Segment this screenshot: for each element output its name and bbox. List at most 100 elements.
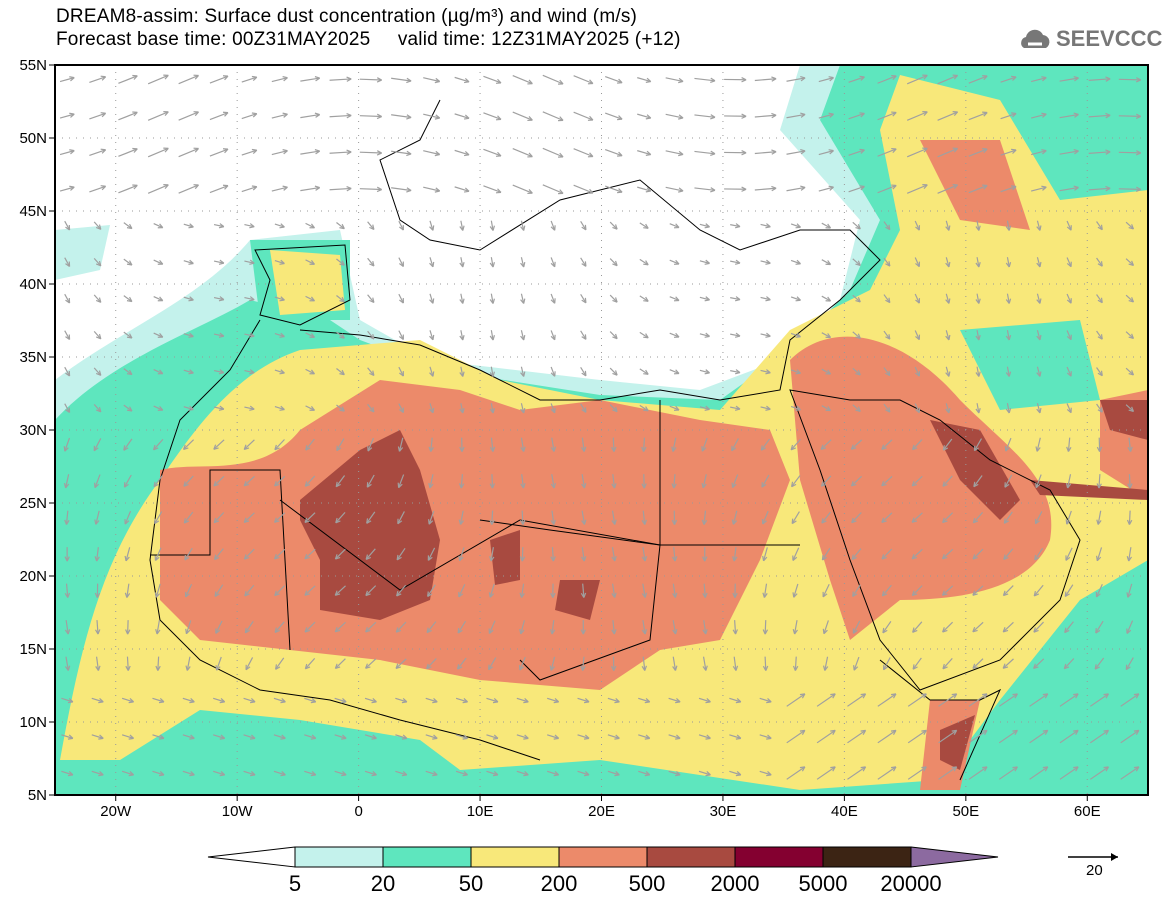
wind-arrow [334, 585, 346, 596]
wind-arrow [359, 188, 382, 191]
wind-arrow [367, 403, 375, 413]
wind-arrow [398, 220, 404, 231]
wind-arrow [672, 437, 677, 452]
wind-arrow [733, 656, 737, 671]
wind-arrow [729, 734, 741, 739]
wind-arrow [1125, 331, 1134, 339]
wind-arrow [178, 74, 199, 85]
wind-arrow [1118, 115, 1141, 117]
lat-label: 30N [19, 422, 47, 439]
wind-arrow [153, 332, 164, 338]
wind-arrow [731, 474, 739, 488]
wind-arrow [786, 693, 806, 707]
wind-arrow [123, 438, 133, 451]
lon-label: 50E [952, 803, 979, 820]
wind-arrow [945, 366, 950, 377]
wind-arrow [457, 620, 467, 634]
wind-arrow [123, 404, 133, 412]
wind-arrow [551, 547, 555, 562]
wind-arrow [329, 114, 352, 118]
lat-label: 35N [19, 349, 47, 366]
wind-arrow [65, 510, 69, 525]
wind-arrow [429, 330, 434, 341]
wind-arrow [669, 405, 680, 411]
wind-arrow [244, 369, 255, 374]
wind-arrow [669, 223, 680, 229]
wind-arrow [942, 548, 954, 560]
wind-arrow [304, 657, 316, 670]
wind-arrow [185, 620, 192, 634]
wind-arrow [429, 474, 434, 489]
wind-arrow [1094, 657, 1105, 670]
lat-label: 45N [19, 203, 47, 220]
wind-arrow [1059, 766, 1079, 780]
wind-arrow [460, 403, 464, 414]
wind-arrow [520, 366, 525, 377]
wind-arrow [61, 770, 74, 776]
wind-arrow [183, 475, 194, 487]
lon-label: 60E [1074, 803, 1101, 820]
wind-arrow [542, 147, 564, 158]
wind-arrow [542, 184, 564, 194]
wind-arrow [96, 547, 99, 562]
wind-arrow [760, 296, 771, 301]
wind-arrow [154, 547, 162, 561]
wind-arrow [1036, 366, 1041, 377]
wind-arrow [483, 185, 502, 193]
wind-arrow [243, 734, 256, 739]
wind-arrow [762, 510, 769, 525]
wind-arrow [454, 186, 470, 192]
wind-arrow [848, 112, 865, 120]
wind-arrow [1066, 293, 1072, 304]
wind-arrow [605, 112, 623, 120]
wind-arrow [329, 151, 352, 154]
wind-arrow [816, 693, 836, 707]
wind-arrow [609, 258, 618, 267]
wind-arrow [1096, 257, 1103, 267]
wind-arrow [454, 113, 470, 119]
wind-arrow [790, 369, 801, 374]
wind-arrow [734, 620, 737, 635]
wind-arrow [760, 369, 771, 374]
wind-arrow [764, 620, 767, 635]
wind-arrow [304, 512, 316, 523]
wind-arrow [123, 258, 133, 266]
wind-arrow [391, 187, 412, 192]
wind-arrow [732, 510, 738, 525]
wind-arrow [639, 368, 649, 375]
wind-arrow [786, 113, 806, 119]
wind-arrow [976, 403, 980, 414]
wind-arrow [274, 475, 286, 487]
wind-arrow [396, 547, 406, 561]
wind-arrow [398, 330, 404, 340]
wind-arrow [912, 439, 923, 451]
wind-arrow [1065, 547, 1073, 561]
wind-arrow [730, 260, 741, 264]
wind-arrow [968, 148, 988, 157]
wind-arrow [968, 693, 988, 707]
wind-arrow [241, 149, 258, 156]
wind-arrow [1006, 403, 1010, 414]
wind-arrow [359, 78, 382, 81]
wind-arrow [1006, 293, 1010, 304]
wind-arrow [976, 366, 980, 377]
wind-arrow [1090, 766, 1109, 780]
wind-arrow [638, 697, 650, 703]
wind-arrow [1000, 149, 1017, 156]
wind-arrow [609, 404, 618, 413]
wind-arrow [852, 404, 861, 412]
wind-arrow [1029, 729, 1049, 744]
lat-label: 40N [19, 276, 47, 293]
wind-arrow [59, 186, 75, 192]
wind-arrow [91, 770, 104, 776]
wind-arrow [1030, 186, 1047, 192]
wind-arrow [701, 437, 708, 452]
wind-arrow [459, 547, 465, 561]
wind-arrow [914, 293, 920, 304]
wind-arrow [542, 74, 564, 85]
wind-arrow [580, 294, 587, 304]
wind-arrow [398, 366, 404, 377]
wind-arrow [490, 257, 494, 268]
wind-arrow [945, 220, 950, 231]
wind-arrow [147, 111, 169, 121]
